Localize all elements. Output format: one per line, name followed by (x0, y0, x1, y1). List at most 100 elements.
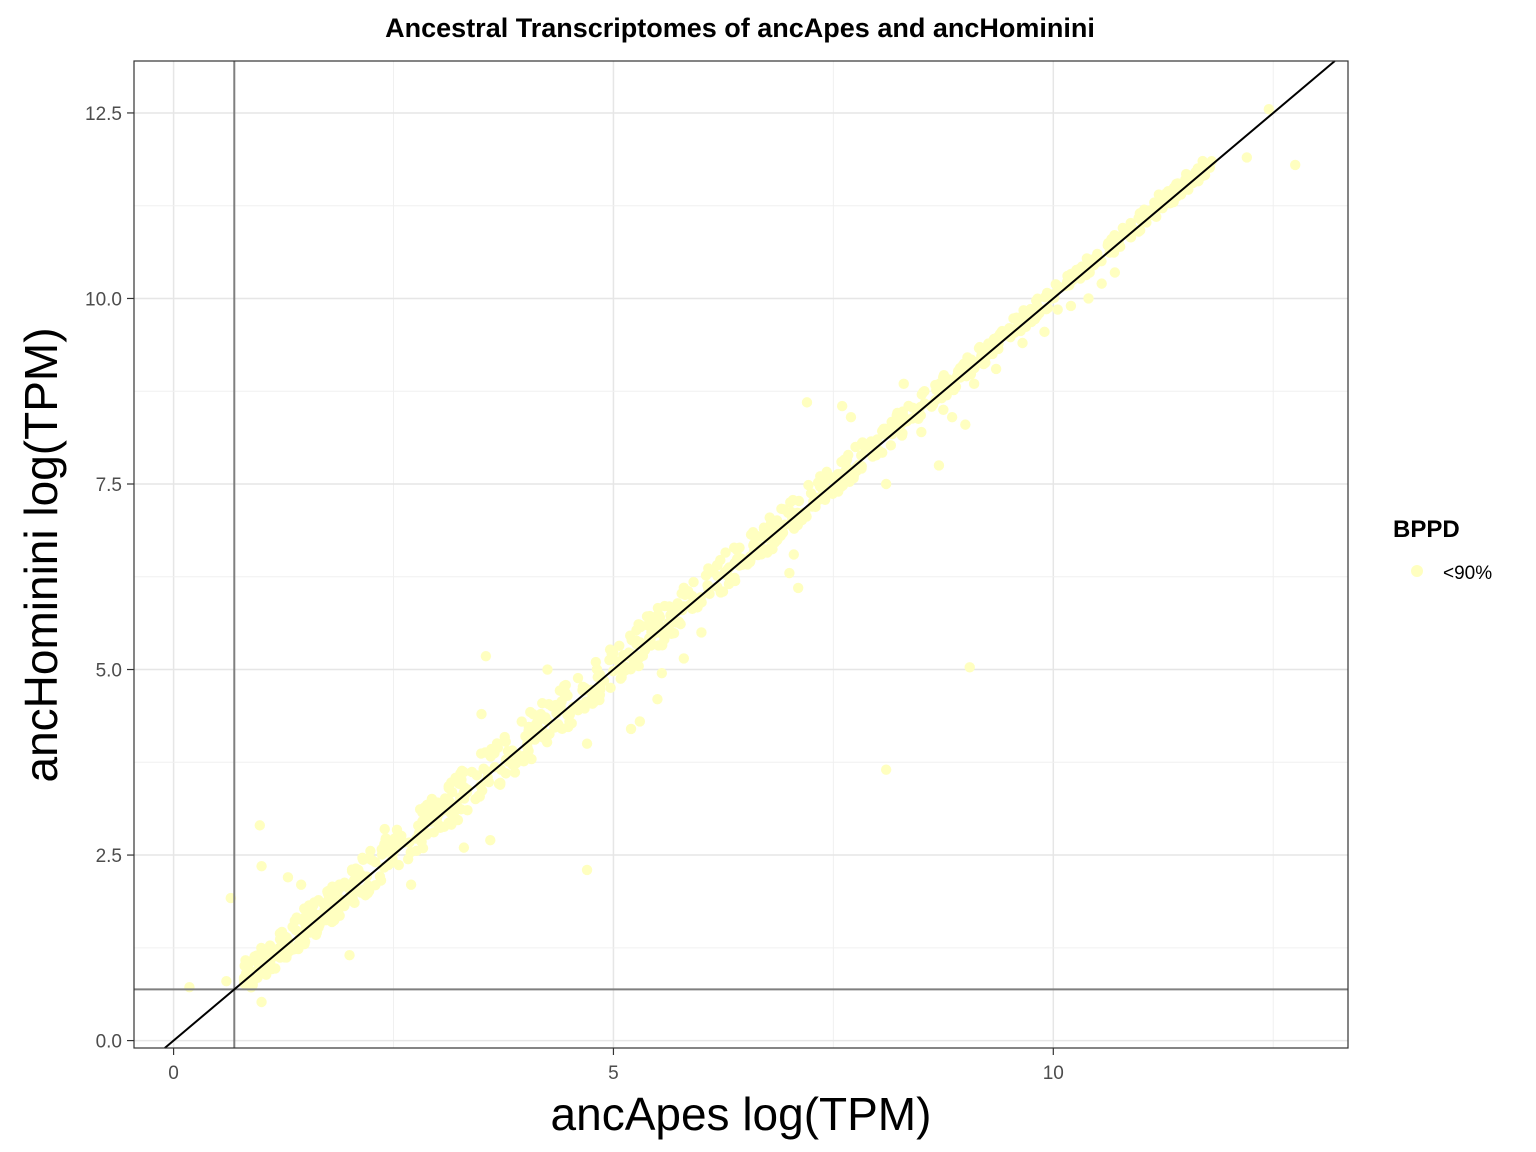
data-point (880, 764, 892, 775)
data-point (254, 820, 265, 831)
data-point (327, 893, 338, 905)
data-point (562, 709, 573, 721)
data-point (962, 352, 973, 363)
data-point (764, 543, 775, 554)
data-point (1141, 217, 1152, 228)
data-point (581, 738, 593, 749)
data-point (577, 681, 589, 692)
data-point (1241, 152, 1253, 163)
chart-title: Ancestral Transcriptomes of ancApes and … (385, 13, 1095, 43)
data-point (996, 325, 1008, 337)
data-point (471, 770, 483, 781)
data-point (374, 871, 386, 882)
data-point (678, 582, 690, 594)
data-point (805, 488, 817, 499)
data-point (827, 488, 838, 500)
data-point (734, 560, 745, 571)
data-point (654, 620, 665, 631)
data-point (274, 928, 286, 939)
data-point (776, 503, 787, 515)
data-point (500, 736, 511, 747)
data-point (898, 378, 909, 390)
data-point (850, 441, 861, 453)
data-point (785, 506, 797, 518)
legend: BPPD <90% (1393, 516, 1492, 584)
data-point (1193, 175, 1204, 187)
data-point (784, 567, 795, 579)
data-point (528, 709, 539, 720)
data-point (729, 572, 740, 584)
data-point (673, 616, 685, 628)
data-point (480, 650, 492, 662)
legend-title: BPPD (1393, 516, 1460, 543)
data-point (344, 950, 355, 961)
data-point (964, 662, 975, 673)
data-point (1124, 222, 1135, 233)
y-axis-title: ancHominini log(TPM) (15, 327, 67, 782)
data-point (273, 943, 285, 954)
data-point (886, 416, 898, 428)
data-point (1017, 311, 1028, 323)
data-point (678, 653, 690, 664)
data-point (885, 440, 897, 451)
data-point (962, 366, 974, 378)
data-point (288, 944, 300, 955)
data-point (282, 872, 294, 883)
data-point (988, 334, 999, 346)
data-point (634, 716, 646, 727)
data-point (446, 786, 458, 798)
data-point (419, 801, 431, 813)
grid (134, 61, 1348, 1048)
data-point (456, 774, 467, 786)
data-point (642, 620, 653, 631)
identity-line (164, 60, 1336, 1049)
data-point (523, 727, 534, 738)
y-tick-label: 0.0 (96, 1032, 122, 1053)
data-point (439, 793, 451, 804)
x-axis-ticks: 0 5 10 (168, 1048, 1064, 1084)
data-point (803, 479, 814, 491)
data-point (258, 954, 270, 965)
data-point (707, 566, 719, 577)
data-point (485, 835, 496, 846)
data-point (608, 648, 619, 659)
data-point (438, 821, 450, 833)
data-point (1026, 316, 1037, 328)
data-point (792, 582, 804, 594)
data-point (413, 820, 424, 831)
y-tick-label: 2.5 (96, 846, 122, 867)
data-point (367, 855, 378, 866)
data-point (1263, 104, 1275, 115)
x-tick-label: 5 (608, 1063, 619, 1084)
data-point (634, 619, 646, 631)
data-point (552, 719, 564, 730)
data-point (1052, 304, 1063, 315)
y-tick-label: 12.5 (85, 104, 122, 125)
data-point (916, 426, 927, 438)
data-point (560, 679, 571, 691)
data-point (264, 944, 275, 955)
data-point (625, 723, 637, 735)
data-point (405, 879, 417, 890)
data-point (845, 412, 857, 423)
data-point (631, 635, 642, 646)
data-point (581, 864, 593, 876)
data-point (256, 996, 267, 1008)
data-point (388, 847, 399, 859)
data-point (332, 904, 344, 916)
data-point (1052, 280, 1063, 292)
x-tick-label: 0 (168, 1063, 179, 1084)
data-point (749, 531, 760, 543)
data-point (572, 672, 584, 684)
data-point (519, 750, 530, 762)
data-point (946, 412, 958, 423)
data-point (721, 566, 733, 577)
data-point (393, 859, 404, 871)
data-point (458, 842, 470, 853)
data-point (765, 518, 777, 529)
data-point (1134, 225, 1146, 236)
data-point (541, 736, 553, 748)
data-point (287, 921, 298, 932)
data-point (322, 886, 333, 897)
data-point (836, 400, 848, 412)
